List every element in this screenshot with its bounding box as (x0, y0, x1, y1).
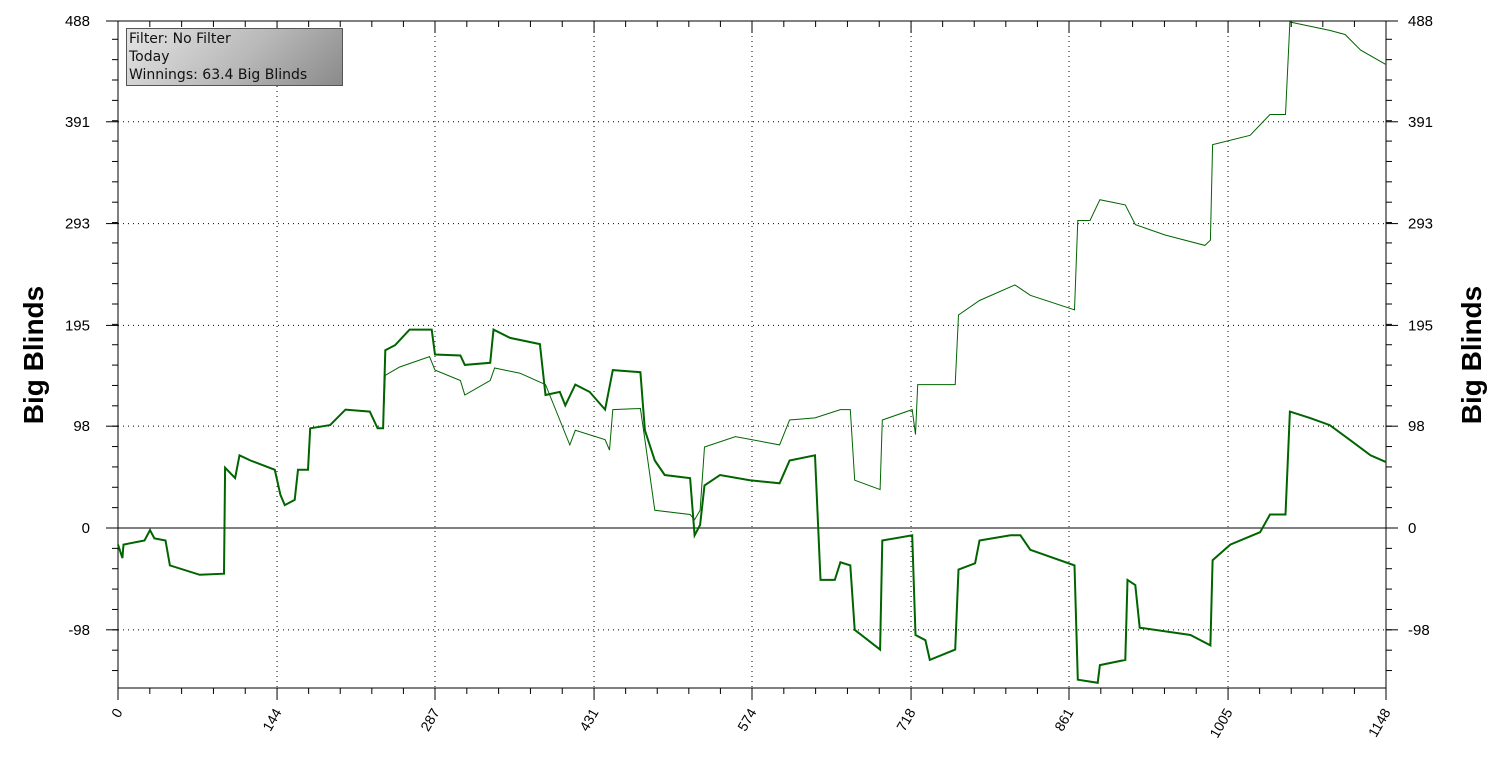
y-tick-label-right: 0 (1408, 520, 1416, 537)
y-tick-label-left: 488 (65, 13, 90, 30)
y-tick-label-left: -98 (68, 622, 90, 639)
y-tick-label-right: 488 (1408, 13, 1433, 30)
y-tick-label-right: 195 (1408, 317, 1433, 334)
y-axis-label-right: Big Blinds (1456, 286, 1487, 424)
series-line-thick (117, 328, 1387, 684)
y-tick-label-left: 0 (82, 520, 90, 537)
x-tick-label: 861 (1051, 705, 1077, 733)
y-tick-label-left: 293 (65, 216, 90, 233)
y-tick-label-right: 391 (1408, 114, 1433, 131)
y-tick-label-left: 98 (73, 418, 90, 435)
filter-info-box: Filter: No Filter Today Winnings: 63.4 B… (126, 28, 343, 86)
y-tick-label-right: 98 (1408, 418, 1425, 435)
filter-text: Filter: No Filter (129, 31, 231, 47)
x-tick-label: 1005 (1206, 705, 1236, 740)
period-text: Today (129, 49, 170, 65)
y-tick-label-right: 293 (1408, 216, 1433, 233)
y-tick-label-left: 391 (65, 114, 90, 131)
winnings-text: Winnings: 63.4 Big Blinds (129, 67, 308, 83)
x-tick-label: 718 (893, 705, 919, 733)
grid (118, 21, 1386, 688)
x-tick-label: 431 (576, 705, 602, 733)
axes: 0 144 287 431 574 718 861 1005 1148 -98 -98 0 0 98 98 1… (65, 13, 1433, 740)
x-tick-label: 287 (417, 705, 443, 733)
x-tick-label: 574 (734, 705, 760, 733)
x-tick-label: 1148 (1365, 705, 1394, 739)
y-tick-label-right: -98 (1408, 622, 1430, 639)
series-lines (117, 21, 1387, 684)
x-tick-label: 0 (108, 705, 126, 720)
x-tick-label: 144 (259, 705, 285, 733)
y-tick-label-left: 195 (65, 317, 90, 334)
y-axis-label-left: Big Blinds (18, 286, 49, 424)
